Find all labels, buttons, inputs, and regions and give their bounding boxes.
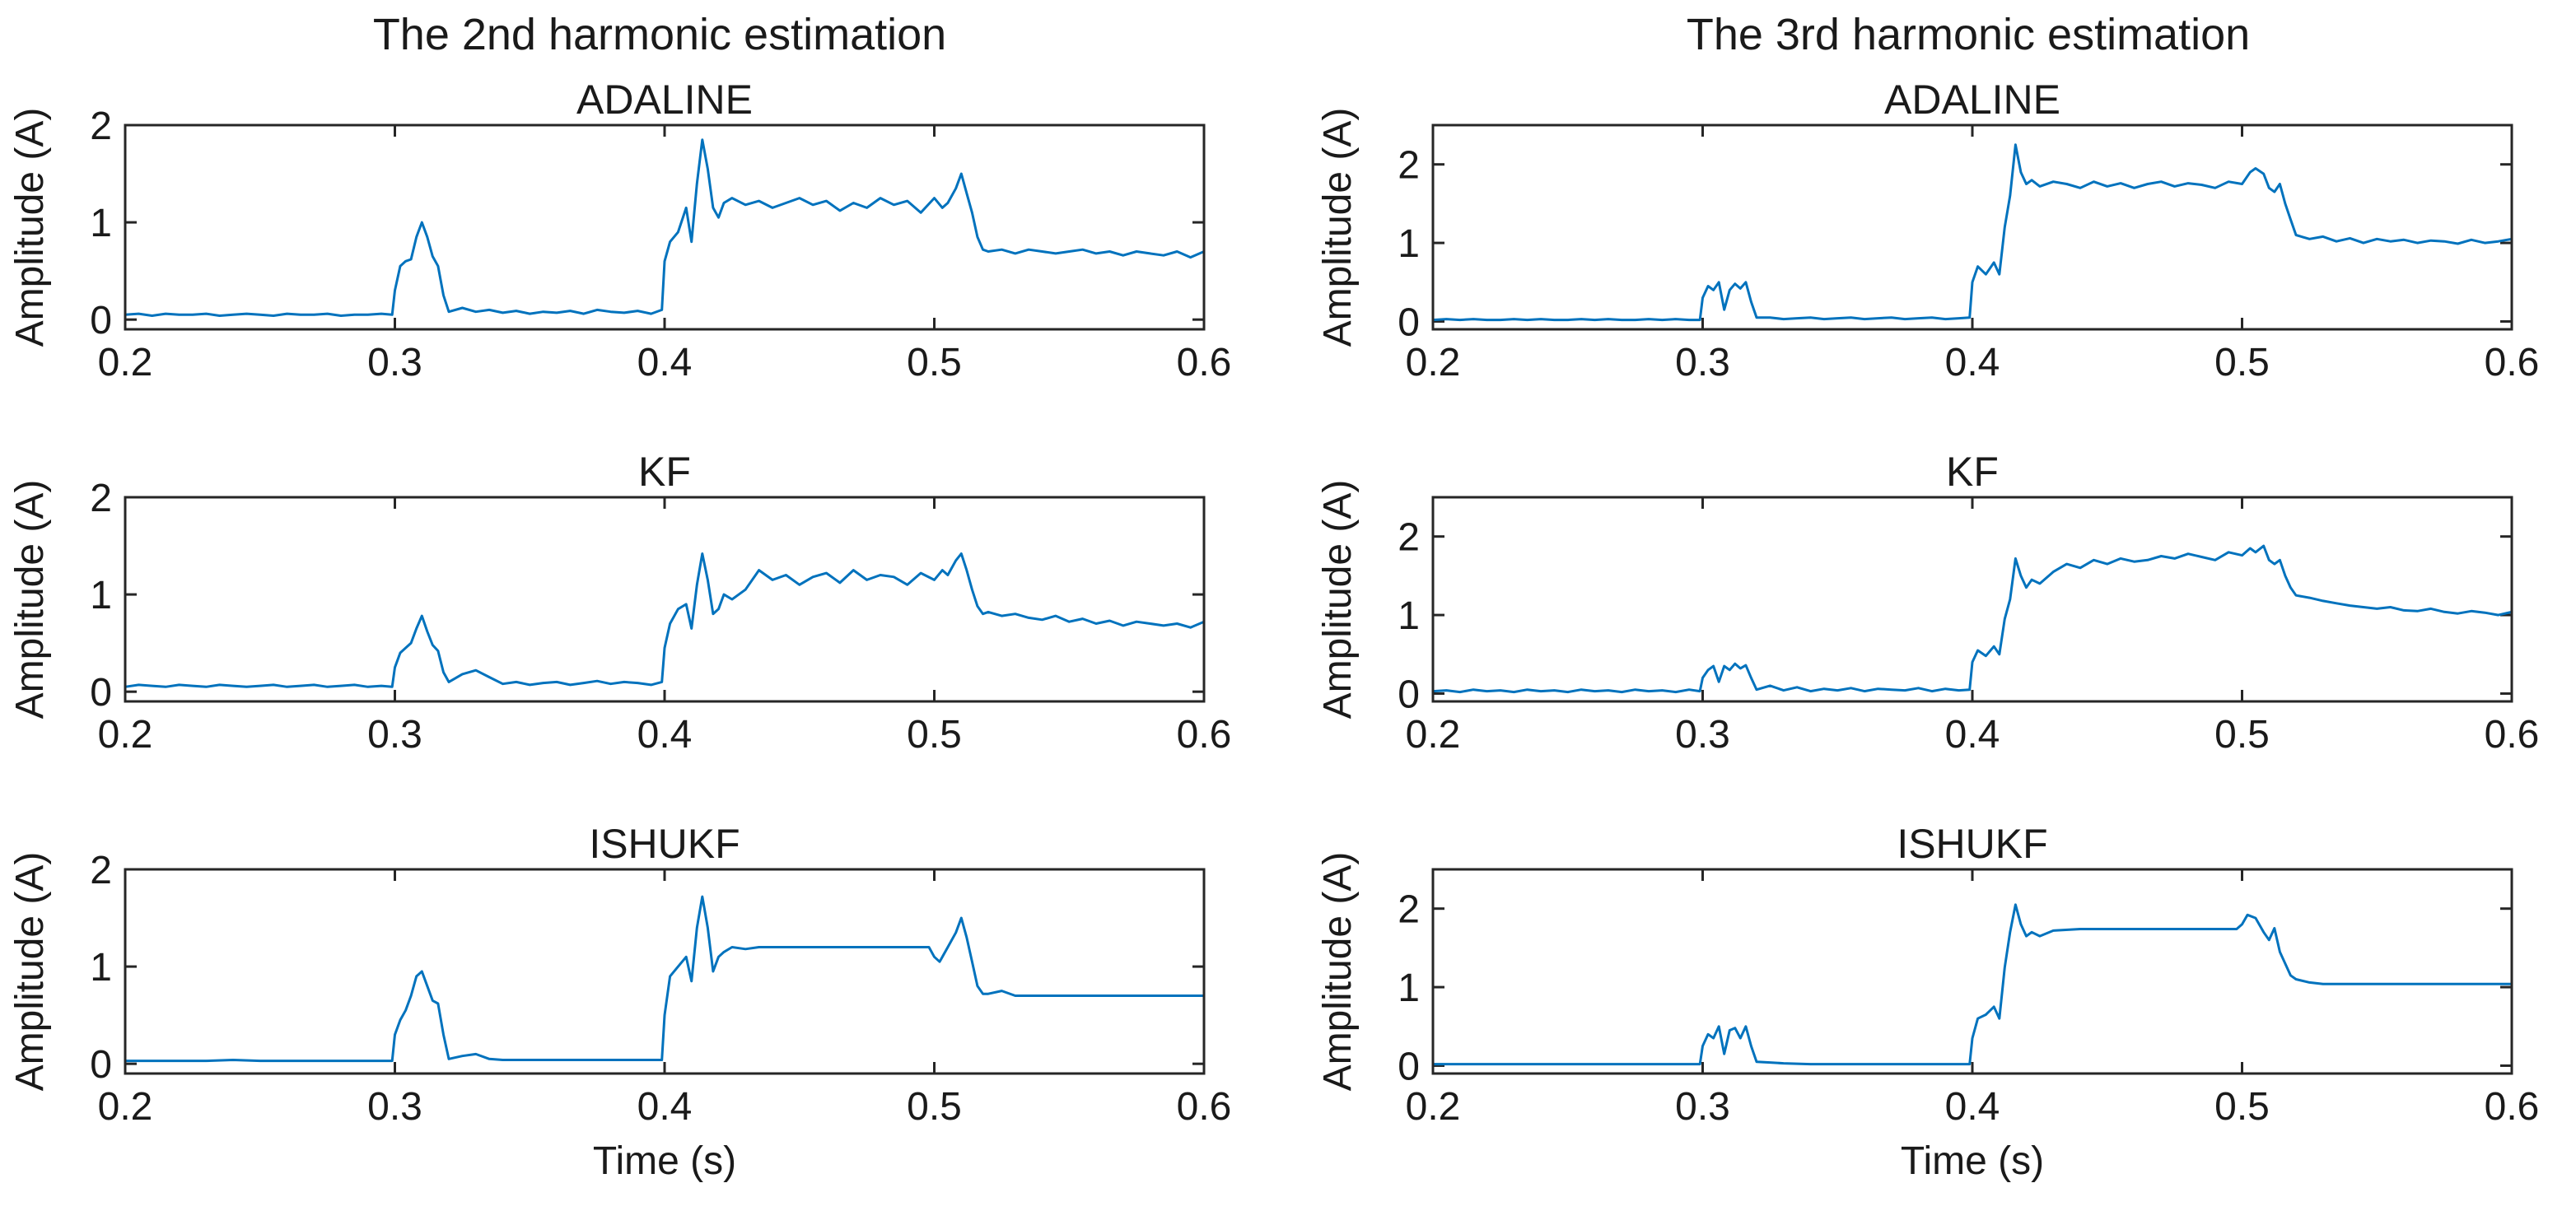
subplot-title: KF [1946,449,1999,495]
axes-box [124,123,1206,331]
x-tick-label: 0.4 [637,1085,693,1129]
y-tick-label: 1 [1398,222,1420,266]
y-tick-label: 1 [1398,594,1420,638]
y-tick-label: 2 [90,849,112,892]
y-tick-label: 2 [1398,516,1420,560]
series-line-kf [1432,544,2513,694]
x-tick-label: 0.5 [907,713,962,757]
x-tick-label: 0.5 [2214,1085,2270,1129]
x-tick-label: 0.4 [637,341,693,384]
subplot-c1-r1: KF Amplitude (A) 0.2 0.3 0.4 0.5 0.6 0 1 2 [1316,449,2539,757]
x-tick-label: 0.4 [1945,1085,2000,1129]
y-tick-label: 2 [90,477,112,520]
subplot-c0-r2: ISHUKF Amplitude (A) 0.2 0.3 0.4 0.5 0.6 0 1 2 Tim… [8,821,1231,1183]
column-title-right: The 3rd harmonic estimation [1687,10,2250,59]
subplot-title: ADALINE [1884,77,2060,123]
x-tick-label: 0.3 [367,341,422,384]
x-tick-label: 0.3 [1675,1085,1730,1129]
x-tick-label: 0.3 [1675,341,1730,384]
subplot-c0-r1: KF Amplitude (A) 0.2 0.3 0.4 0.5 0.6 0 1 2 [8,449,1231,757]
y-axis-label: Amplitude (A) [1316,480,1360,720]
y-tick-label: 1 [90,946,112,990]
y-tick-label: 2 [1398,888,1420,932]
x-tick-label: 0.4 [1945,713,2000,757]
x-tick-label: 0.6 [2485,1085,2540,1129]
subplot-title: ISHUKF [1897,821,2047,867]
subplot-c0-r0: ADALINE Amplitude (A) 0.2 0.3 0.4 0.5 0.6 0 1 2 [8,77,1231,384]
y-tick-label: 1 [90,574,112,617]
x-tick-label: 0.3 [367,1085,422,1129]
subplot-title: ISHUKF [589,821,740,867]
y-tick-label: 1 [90,202,112,245]
subplot-c1-r2: ISHUKF Amplitude (A) 0.2 0.3 0.4 0.5 0.6 0 1 2 Tim… [1316,821,2539,1183]
x-axis-label: Time (s) [1901,1139,2044,1183]
y-tick-label: 2 [1398,144,1420,188]
axes-box [1431,868,2513,1075]
y-axis-label: Amplitude (A) [1316,108,1360,347]
x-tick-label: 0.5 [2214,341,2270,384]
x-tick-label: 0.2 [98,341,153,384]
series-line-kf [124,552,1205,688]
x-tick-label: 0.4 [637,713,693,757]
x-tick-label: 0.3 [367,713,422,757]
axes-box [1431,123,2513,331]
x-tick-label: 0.6 [1177,1085,1232,1129]
y-tick-label: 0 [1398,1045,1420,1088]
x-tick-label: 0.5 [907,341,962,384]
y-axis-label: Amplitude (A) [8,108,52,347]
y-tick-label: 0 [90,671,112,715]
x-tick-label: 0.2 [98,1085,153,1129]
subplot-title: ADALINE [576,77,753,123]
x-tick-label: 0.5 [2214,713,2270,757]
x-tick-label: 0.3 [1675,713,1730,757]
column-title-left: The 2nd harmonic estimation [373,10,946,59]
y-tick-label: 1 [1398,966,1420,1010]
y-tick-label: 0 [1398,673,1420,716]
y-tick-label: 0 [90,299,112,342]
axes-box [1431,496,2513,703]
y-axis-label: Amplitude (A) [1316,852,1360,1092]
y-axis-label: Amplitude (A) [8,852,52,1092]
x-tick-label: 0.2 [98,713,153,757]
y-axis-label: Amplitude (A) [8,480,52,720]
series-line-ishukf [1433,903,2512,1066]
series-line-ishukf [125,895,1204,1063]
x-tick-label: 0.6 [1177,713,1232,757]
subplot-title: KF [638,449,691,495]
y-tick-label: 0 [90,1043,112,1087]
x-tick-label: 0.4 [1945,341,2000,384]
x-tick-label: 0.2 [1406,713,1461,757]
y-tick-label: 0 [1398,300,1420,344]
x-tick-label: 0.6 [1177,341,1232,384]
axes-box [124,868,1206,1075]
series-line-adaline [1432,143,2513,322]
x-tick-label: 0.6 [2485,341,2540,384]
x-tick-label: 0.5 [907,1085,962,1129]
subplot-c1-r0: ADALINE Amplitude (A) 0.2 0.3 0.4 0.5 0.6 0 1 2 [1316,77,2539,384]
x-tick-label: 0.2 [1406,1085,1461,1129]
x-tick-label: 0.2 [1406,341,1461,384]
x-tick-label: 0.6 [2485,713,2540,757]
y-tick-label: 2 [90,105,112,148]
axes-box [124,496,1206,703]
series-line-adaline [124,138,1205,317]
x-axis-label: Time (s) [593,1139,736,1183]
